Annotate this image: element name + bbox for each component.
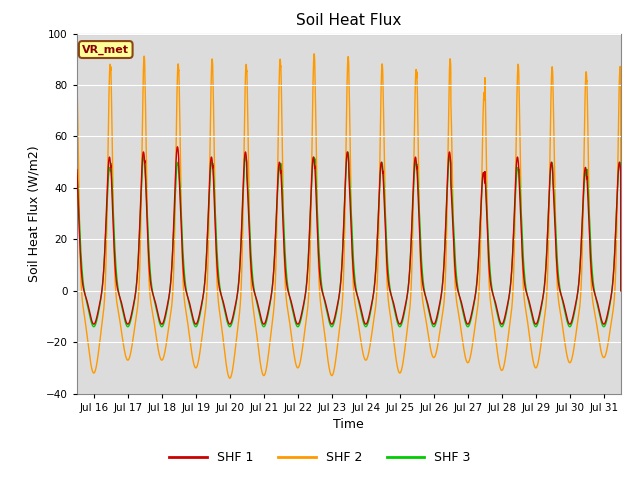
Text: VR_met: VR_met (82, 44, 129, 55)
Y-axis label: Soil Heat Flux (W/m2): Soil Heat Flux (W/m2) (28, 145, 40, 282)
Legend: SHF 1, SHF 2, SHF 3: SHF 1, SHF 2, SHF 3 (164, 446, 476, 469)
Title: Soil Heat Flux: Soil Heat Flux (296, 13, 401, 28)
X-axis label: Time: Time (333, 418, 364, 431)
